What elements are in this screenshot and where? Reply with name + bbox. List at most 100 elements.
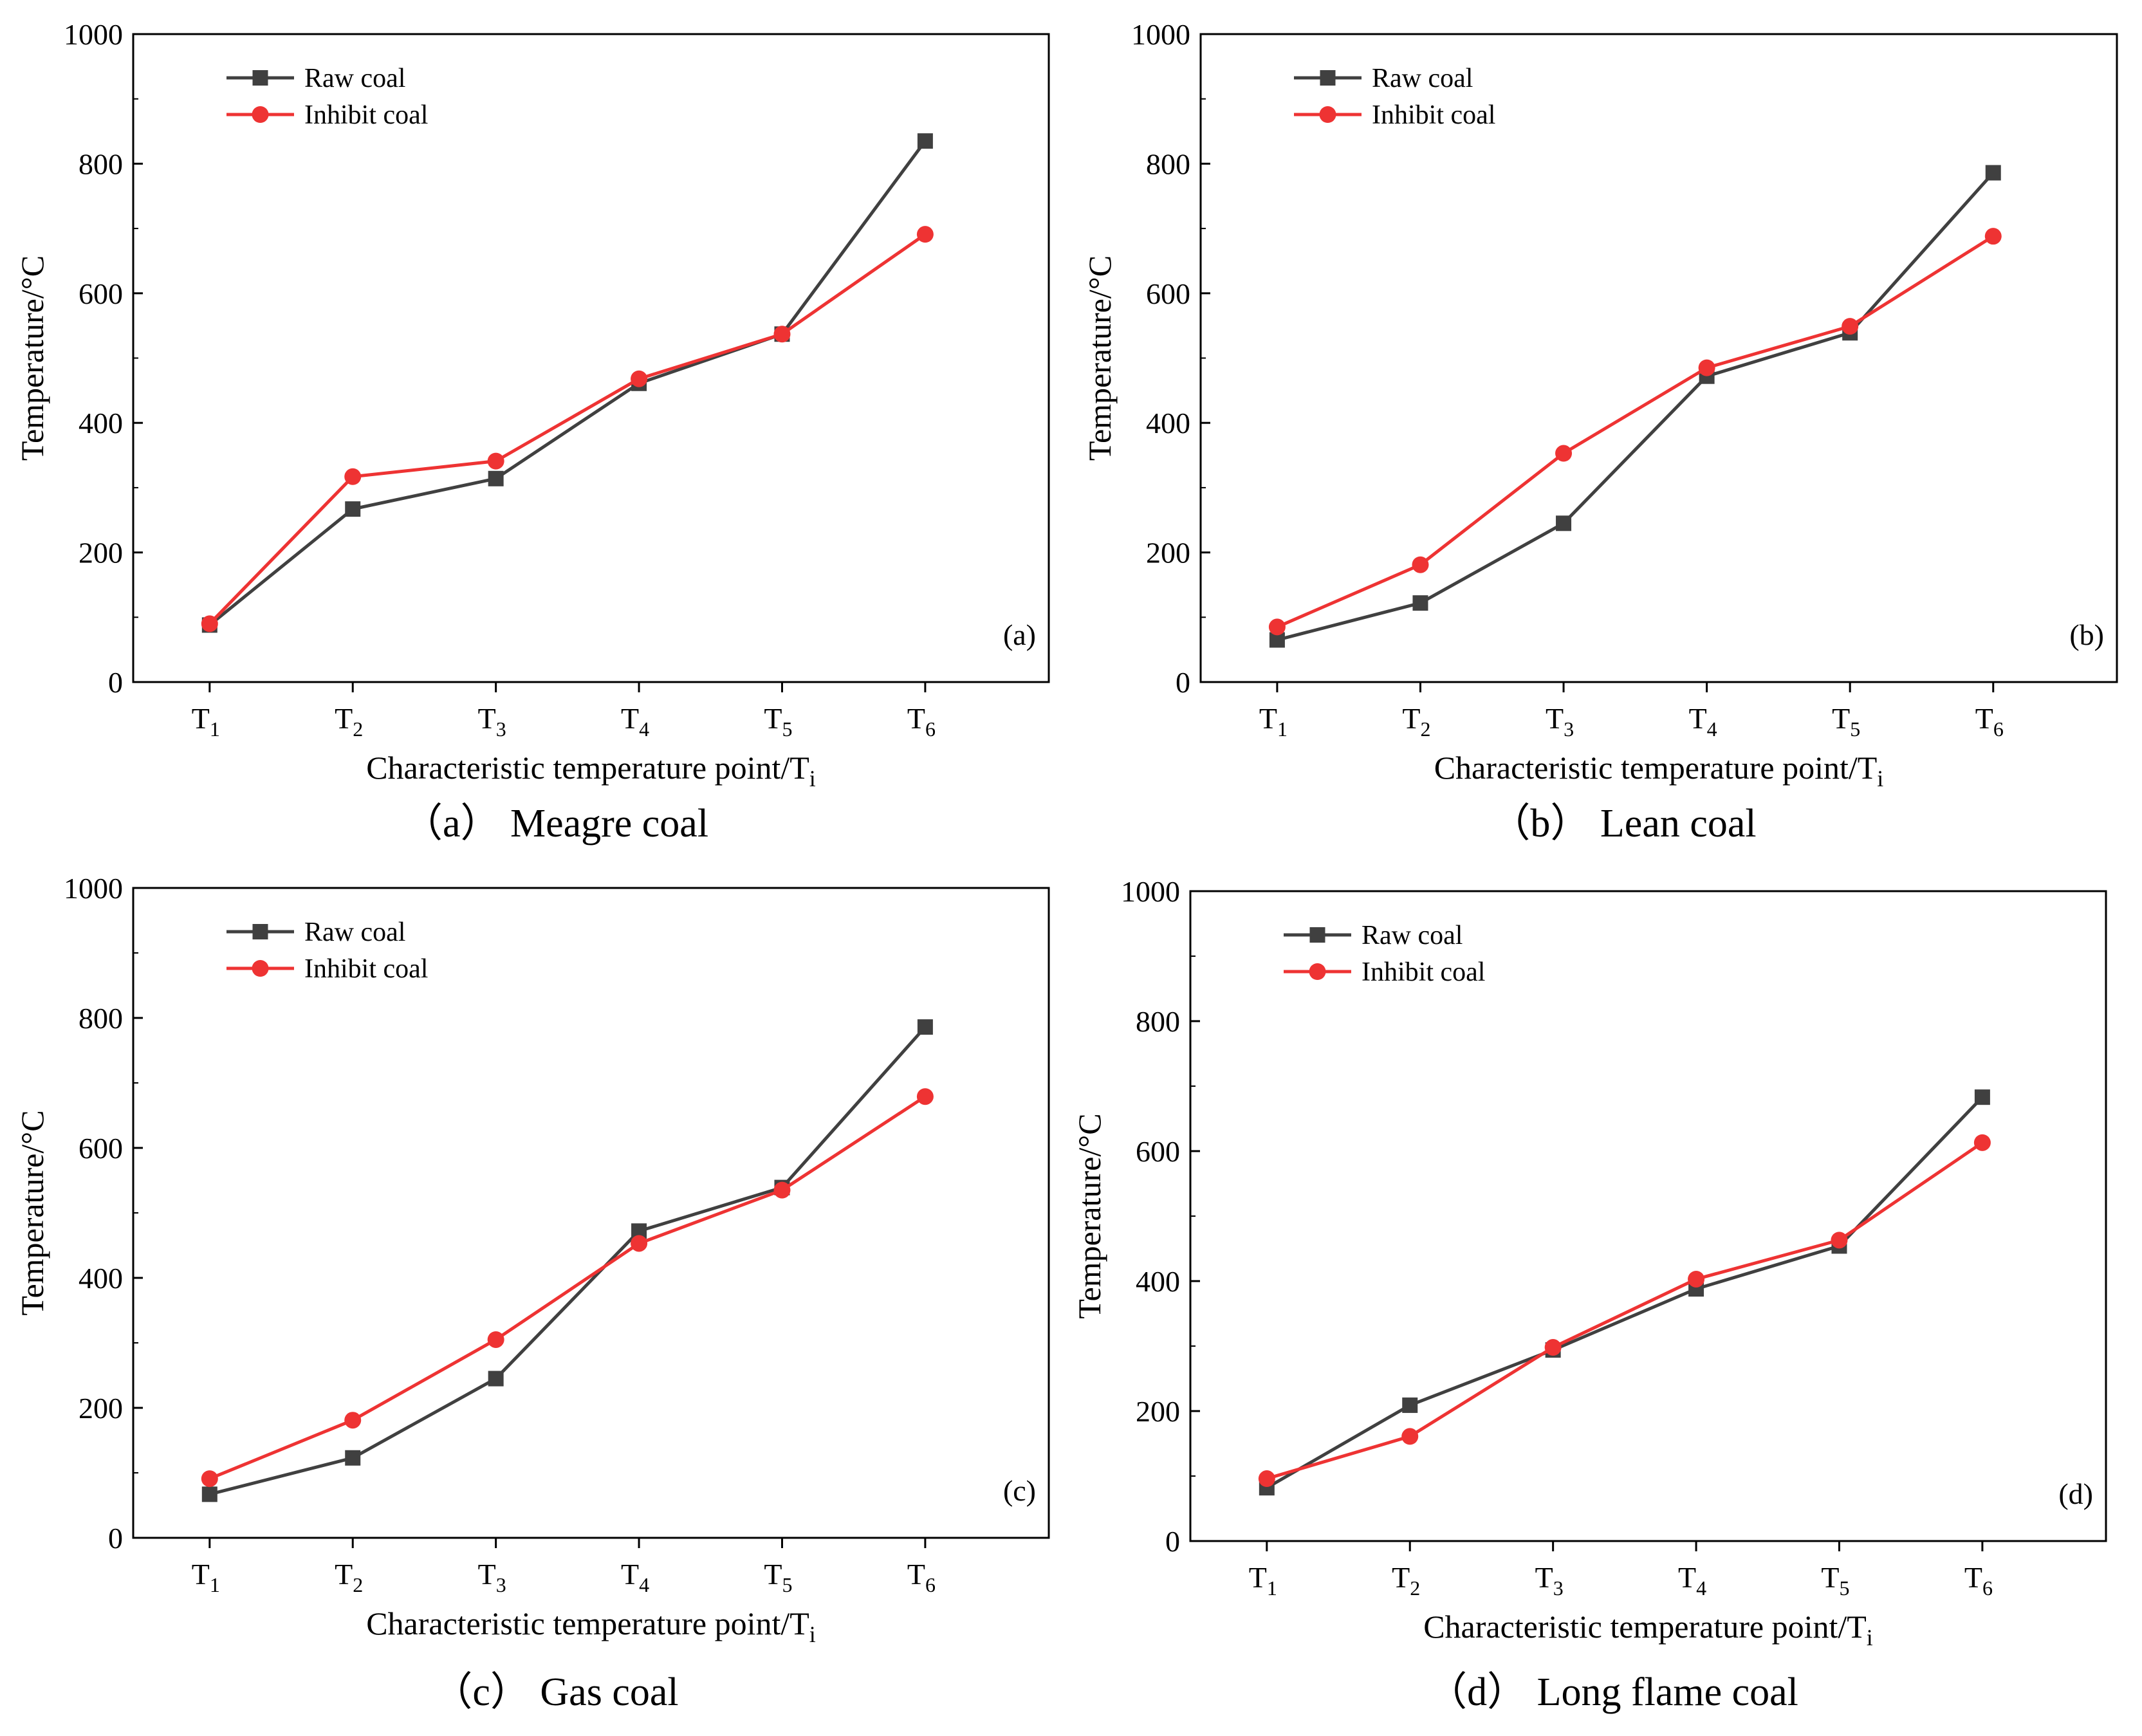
legend-square-marker [252,70,268,86]
x-tick-label: T3 [478,1558,506,1596]
x-tick-label-main: T [1678,1561,1696,1594]
x-tick-label-main: T [1535,1561,1553,1594]
plot-frame [1189,890,2107,1542]
x-tick-label-subscript: 4 [639,1573,649,1596]
raw-coal-point [1412,595,1428,611]
x-tick-label-main: T [1964,1561,1982,1594]
legend-label: Raw coal [1372,64,1473,93]
inhibit-coal-point [1698,359,1715,376]
legend-label: Inhibit coal [1362,957,1485,987]
legend-square-marker [1320,70,1336,86]
x-axis-title-subscript: i [809,1621,816,1647]
inhibit-coal-series-line [208,233,927,625]
x-tick-label-main: T [1546,702,1564,735]
raw-coal-point [1985,165,2001,181]
x-axis-title-subscript: i [1877,766,1883,791]
x-tick-label-subscript: 6 [925,717,936,741]
x-tick-label-main: T [1249,1561,1267,1594]
inhibit-coal-point [1268,618,1286,636]
x-tick-label-subscript: 3 [496,717,506,741]
legend-label: Inhibit coal [1372,100,1495,130]
x-tick-label: T5 [764,702,792,741]
y-tick-label: 200 [78,537,123,569]
inhibit-coal-point [1544,1339,1562,1356]
x-tick-label: T4 [1689,702,1717,741]
inhibit-coal-series-line [208,1095,927,1481]
legend: Raw coal Inhibit coal [226,918,428,984]
x-tick-label-subscript: 2 [1410,1576,1420,1600]
x-tick-label: T1 [1249,1561,1277,1600]
inhibit-coal-point [1258,1470,1275,1488]
inhibit-coal-point [344,1412,362,1429]
x-tick-label-subscript: 6 [925,1573,936,1596]
y-tick-label: 400 [1136,1265,1180,1298]
x-tick-label-main: T [621,702,639,735]
x-tick-label-subscript: 1 [1277,717,1288,741]
x-tick-label-main: T [1689,702,1707,735]
x-tick-label: T5 [764,1558,792,1596]
y-tick-label: 600 [1136,1135,1180,1168]
x-axis-title-main: Characteristic temperature point/T [366,1605,809,1641]
y-tick-label: 0 [108,1522,123,1555]
y-tick-label: 400 [78,407,123,439]
x-axis-title-main: Characteristic temperature point/T [1434,750,1878,786]
y-tick-label: 600 [1146,277,1190,310]
inhibit-coal-point [631,370,648,387]
panel-caption: （a） Meagre coal [403,802,708,845]
panel-letter: (b) [2069,618,2104,651]
x-tick-label-main: T [1402,702,1420,735]
x-tick-label: T1 [192,702,220,741]
y-tick-label: 400 [78,1262,123,1295]
x-tick-label-main: T [764,1558,782,1591]
raw-coal-series-line [1266,1096,1984,1490]
x-axis-title: Characteristic temperature point/Ti [1434,750,1884,791]
x-tick-label-subscript: 2 [353,1573,363,1596]
x-tick-label: T3 [478,702,506,741]
x-tick-label-subscript: 4 [1707,717,1717,741]
x-tick-label-main: T [1832,702,1850,735]
y-tick-label: 1000 [1131,18,1190,51]
x-tick-label: T6 [1964,1561,1993,1600]
x-tick-label: T1 [1259,702,1288,741]
y-axis-title: Temperature/°C [1071,1113,1107,1318]
inhibit-coal-point [773,1181,791,1199]
raw-coal-point [917,1019,933,1035]
y-tick-label: 600 [78,277,123,310]
inhibit-coal-point [773,326,791,343]
x-tick-label: T2 [335,702,363,741]
x-tick-label-subscript: 1 [210,1573,220,1596]
legend-circle-marker [1319,106,1336,123]
legend-square-marker [252,924,268,939]
raw-coal-point [488,1371,504,1387]
inhibit-coal-point [1831,1232,1848,1249]
x-tick-label: T4 [621,702,649,741]
x-tick-label-subscript: 6 [1993,717,2004,741]
raw-coal-series-line [1277,171,1995,642]
x-tick-label-subscript: 1 [210,717,220,741]
x-tick-label-subscript: 5 [1840,1576,1850,1600]
inhibit-coal-series-line [1276,235,1995,629]
plot-frame [132,33,1050,683]
x-tick-label-subscript: 5 [1850,717,1860,741]
x-tick-label-main: T [764,702,782,735]
inhibit-coal-point [1412,556,1429,573]
x-tick-label-subscript: 4 [1696,1576,1706,1600]
legend-label: Raw coal [304,918,405,947]
x-axis-title: Characteristic temperature point/Ti [366,1605,816,1647]
panel-caption: （c） Gas coal [432,1670,678,1714]
inhibit-coal-point [1842,318,1859,335]
y-tick-label: 400 [1146,407,1190,439]
x-tick-label-subscript: 1 [1267,1576,1277,1600]
x-tick-label-main: T [621,1558,639,1591]
x-tick-label-subscript: 6 [1982,1576,1993,1600]
raw-coal-point [1556,515,1572,531]
x-tick-label-subscript: 3 [1553,1576,1564,1600]
y-axis-title: Temperature/°C [14,1110,50,1315]
inhibit-coal-point [487,1331,504,1348]
x-tick-label-subscript: 4 [639,717,649,741]
x-axis-title: Characteristic temperature point/Ti [1423,1609,1873,1650]
legend-label: Inhibit coal [304,954,428,984]
x-tick-label: T2 [1402,702,1430,741]
panel-letter: (c) [1003,1474,1036,1507]
